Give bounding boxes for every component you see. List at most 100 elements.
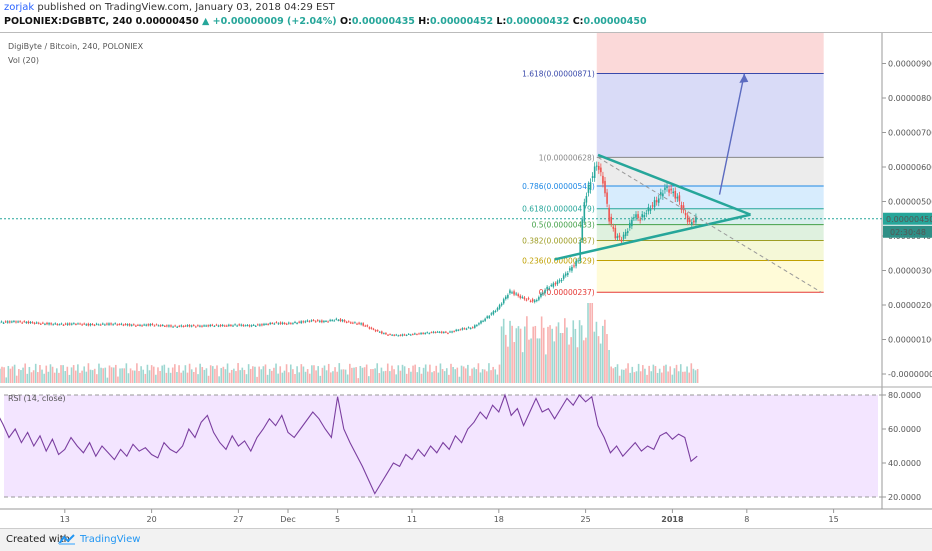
candle-body	[536, 300, 538, 301]
candle-body	[174, 326, 176, 327]
fib-level-label: 0.5(0.00000433)	[532, 221, 595, 230]
candle-body	[594, 166, 596, 177]
candle-body	[503, 299, 505, 303]
candle-body	[218, 326, 220, 327]
candle-body	[121, 324, 123, 325]
candle-body	[83, 324, 85, 325]
candle-body	[319, 321, 321, 322]
rsi-tick-label: 80.0000	[888, 391, 921, 400]
fib-level-label: 1(0.00000628)	[539, 153, 595, 162]
volume-bar	[604, 320, 606, 383]
candle-body	[63, 325, 65, 326]
low-value: 0.00000432	[506, 16, 569, 27]
candle-body	[209, 325, 211, 326]
candle-body	[315, 321, 317, 322]
candle-body	[307, 320, 309, 321]
volume-bar	[435, 366, 437, 383]
candle-body	[648, 207, 650, 211]
candle-body	[346, 322, 348, 323]
volume-bar	[79, 373, 81, 383]
candle-body	[379, 332, 381, 333]
candle-body	[342, 320, 344, 321]
candle-body	[375, 330, 377, 331]
fib-zone	[597, 260, 824, 292]
volume-bar	[102, 368, 104, 383]
volume-bar	[353, 368, 355, 383]
volume-bar	[642, 365, 644, 383]
candle-body	[643, 215, 645, 217]
volume-bar	[172, 367, 174, 383]
candle-body	[247, 325, 249, 326]
publisher-user[interactable]: zorjak	[4, 2, 34, 13]
volume-bar	[8, 366, 10, 383]
volume-bar	[153, 367, 155, 383]
tradingview-logo-icon	[58, 534, 76, 546]
published-text: published on TradingView.com, January 03…	[37, 2, 334, 13]
candle-body	[398, 335, 400, 336]
pane-title: DigiByte / Bitcoin, 240, POLONIEX	[8, 42, 144, 51]
candle-body	[172, 327, 174, 328]
candle-body	[154, 326, 156, 327]
volume-bar	[134, 371, 136, 383]
candle-body	[255, 326, 257, 327]
volume-bar	[334, 367, 336, 383]
candle-body	[615, 228, 617, 238]
candle-body	[214, 326, 216, 327]
volume-bar	[541, 316, 543, 383]
price-tick-label: 0.00000100	[888, 336, 932, 345]
candle-body	[602, 176, 604, 184]
volume-bar	[88, 363, 90, 383]
candle-body	[662, 193, 664, 196]
volume-bar	[387, 364, 389, 383]
candle-body	[42, 323, 44, 324]
candle-body	[519, 296, 521, 298]
candle-body	[548, 288, 550, 289]
candle-body	[542, 293, 544, 294]
candle-body	[331, 320, 333, 321]
candle-body	[439, 332, 441, 333]
price-tick-label: 0.00000200	[888, 301, 932, 310]
candle-body	[464, 328, 466, 329]
volume-bar	[288, 372, 290, 383]
candle-body	[606, 192, 608, 203]
volume-bar	[48, 372, 50, 383]
candle-body	[476, 325, 478, 326]
volume-bar	[636, 371, 638, 383]
tradingview-brand[interactable]: TradingView	[80, 534, 140, 545]
volume-bar	[480, 372, 482, 383]
candle-body	[162, 325, 164, 326]
candle-body	[377, 330, 379, 331]
volume-bar	[94, 369, 96, 383]
candle-body	[278, 323, 280, 324]
volume-bar	[570, 337, 572, 383]
candle-body	[156, 324, 158, 325]
volume-bar	[233, 369, 235, 383]
volume-bar	[406, 374, 408, 383]
volume-bar	[370, 369, 372, 383]
volume-bar	[109, 366, 111, 383]
volume-bar	[497, 375, 499, 383]
candle-body	[654, 200, 656, 207]
volume-bar	[457, 368, 459, 383]
volume-bar	[549, 325, 551, 383]
candle-body	[538, 297, 540, 300]
volume-bar	[307, 369, 309, 383]
candle-body	[26, 322, 28, 323]
volume-bar	[475, 369, 477, 383]
candle-body	[563, 275, 565, 278]
volume-bar	[429, 365, 431, 383]
volume-bar	[680, 364, 682, 383]
volume-bar	[24, 363, 26, 383]
fib-zone	[597, 74, 824, 158]
volume-bar	[431, 372, 433, 383]
volume-bar	[598, 336, 600, 383]
candle-body	[441, 332, 443, 333]
volume-bar	[328, 364, 330, 383]
volume-bar	[117, 377, 119, 383]
volume-bar	[58, 373, 60, 383]
candle-body	[482, 321, 484, 322]
candle-body	[176, 327, 178, 328]
candle-body	[251, 325, 253, 326]
candle-body	[288, 323, 290, 324]
